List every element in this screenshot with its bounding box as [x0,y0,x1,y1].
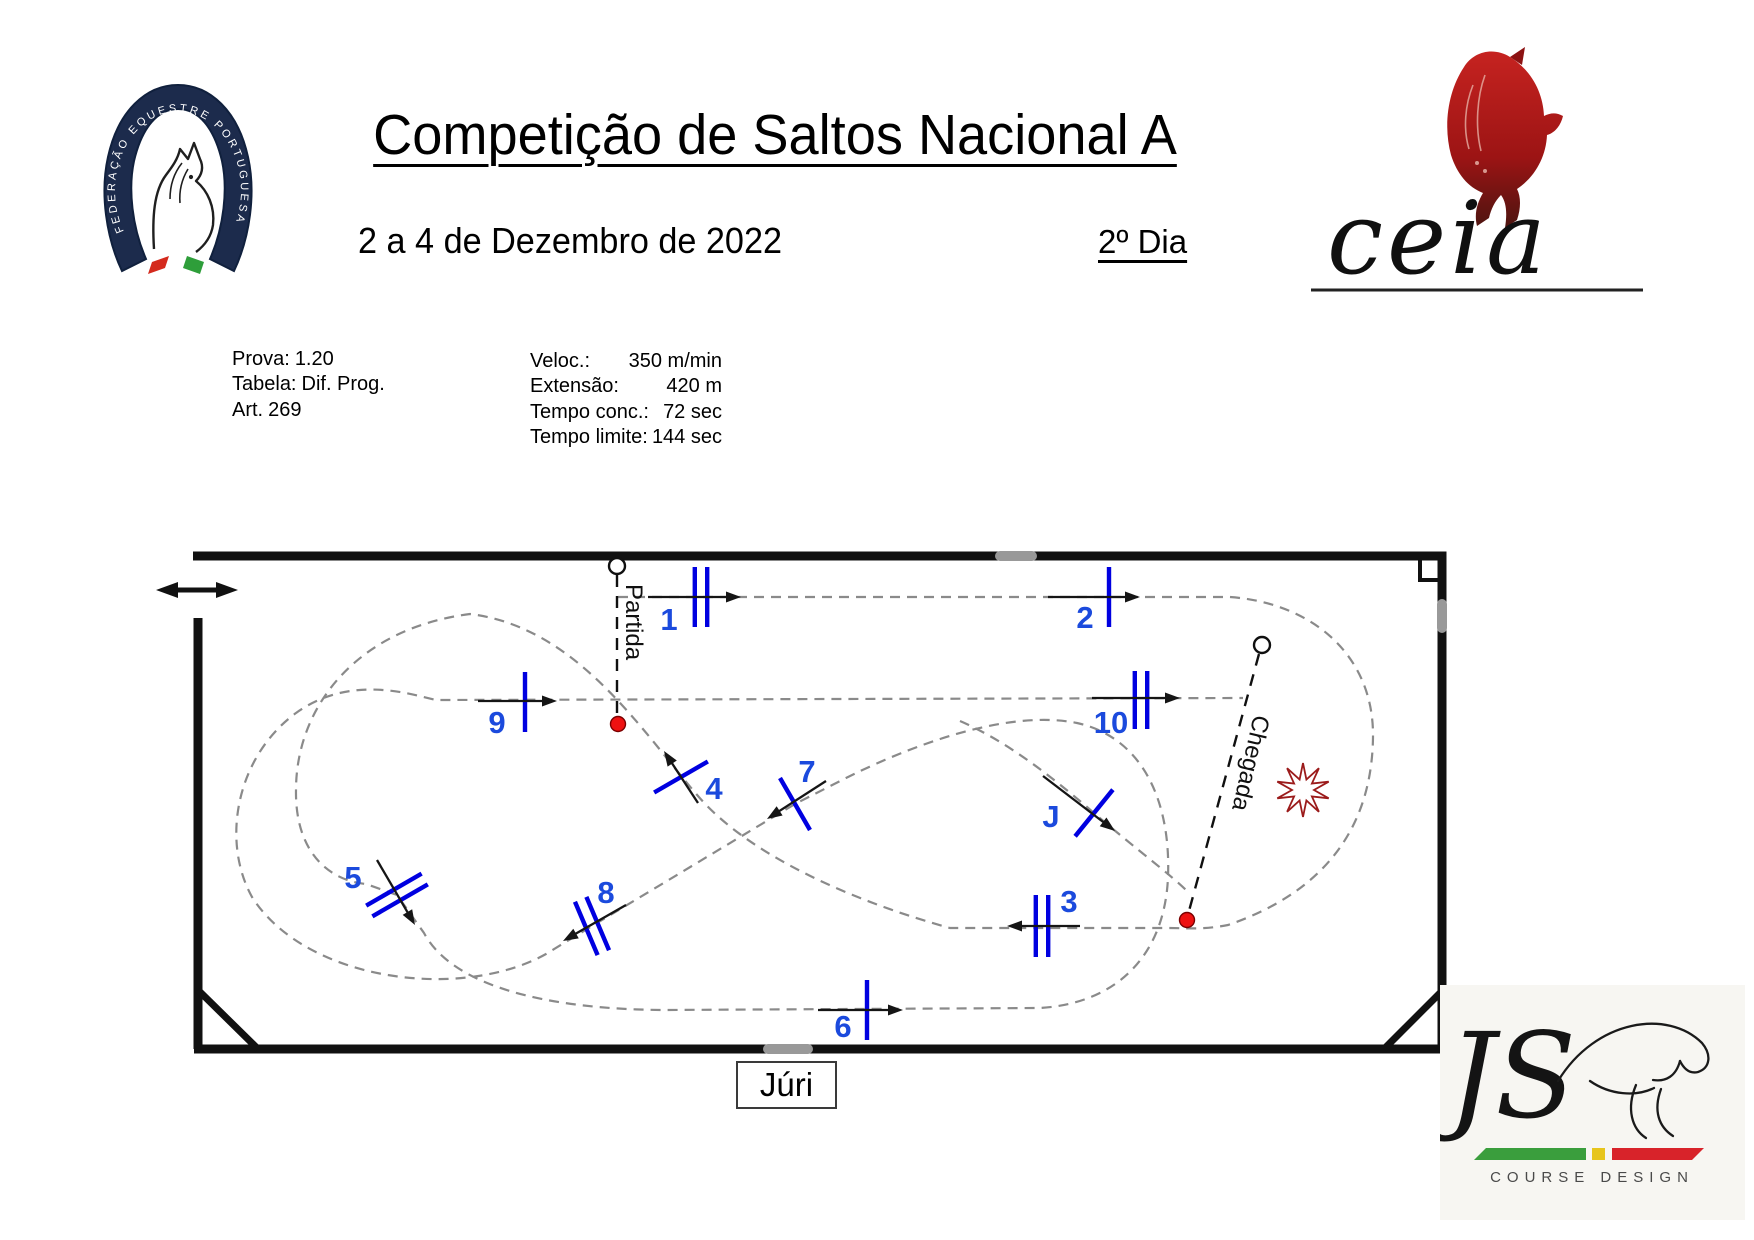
js-logo-text: JS [1440,1007,1576,1145]
corner-brace-bottom-left [195,987,261,1052]
jump-4: 4 [653,751,723,806]
info-row: Prova: 1.20 [232,348,334,370]
info-row: Veloc.: 350 m/min [530,350,722,372]
jump-8: 8 [563,875,627,956]
jump-9: 9 [478,672,557,740]
jump-5: 5 [344,859,429,925]
jump-arrowhead-icon [664,751,677,767]
jump-number-label: 5 [344,860,361,895]
arena-wall [193,551,1447,1054]
jump-rail [1073,788,1115,838]
fep-horse-mane [169,162,189,204]
jury-box: Júri [736,1061,837,1109]
jump-number-label: 7 [798,754,815,789]
jump-3: 3 [1007,884,1080,957]
finish-line: Chegada [1178,635,1274,929]
finish-marker-circle [1252,635,1272,655]
jump-2: 2 [1048,567,1140,635]
jump-number-label: J [1042,799,1059,834]
jump-number-label: 10 [1094,705,1128,740]
js-course-design-logo: JS COURSE DESIGN [1440,985,1745,1220]
jump-number-label: 8 [597,875,614,910]
fep-flag-red [148,256,169,274]
corner-notch [1418,558,1442,582]
info-row: Extensão: 420 m [530,375,722,398]
info-row: Tempo limite: 144 sec [530,426,722,449]
finish-label: Chegada [1226,713,1274,815]
event-date: 2 a 4 de Dezembro de 2022 [358,220,782,261]
course-design-caption: COURSE DESIGN [1490,1169,1694,1186]
start-label: Partida [620,584,647,661]
jump-direction-arrow [1042,775,1106,825]
jump-direction-arrow [376,859,410,915]
jump-arrowhead-icon [1165,692,1180,704]
jumps-layer: 1 2 3 4 5 6 7 8 9 10 J [344,567,1180,1044]
jump-number-label: 2 [1076,600,1093,635]
jump-arrowhead-icon [1125,591,1140,603]
fep-logo: FEDERAÇÃO EQUESTRE PORTUGUESA [103,83,253,274]
js-horse-icon [1556,1022,1710,1140]
jump-arrowhead-icon [888,1004,903,1016]
jump-1: 1 [648,567,741,637]
jump-6: 6 [818,980,903,1044]
info-row: Tempo conc.: 72 sec [530,400,722,423]
wall-marker-jury-gate [763,1044,813,1054]
start-line: Partida [607,556,647,733]
jump-arrowhead-icon [402,909,415,925]
jump-direction-arrow [777,780,827,813]
jump-arrowhead-icon [563,928,579,941]
corner-brace-bottom-right [1381,988,1445,1052]
jump-rail [584,896,612,952]
jump-number-label: 6 [834,1009,851,1044]
start-timing-dot [609,715,627,733]
jury-label: Júri [759,1066,814,1103]
star-decoration-icon [1276,762,1330,818]
jump-10: 10 [1092,671,1180,740]
page-title: Competição de Saltos Nacional A [373,103,1177,167]
jump-number-label: 1 [660,602,677,637]
jump-number-label: 4 [705,771,723,806]
info-block-left: Prova: 1.20 Tabela: Dif. Prog. Art. 269 [232,347,385,423]
course-track-path [959,719,1188,892]
js-bar-green [1474,1148,1586,1160]
fep-horse-eye [188,174,194,180]
fep-flag-green [183,256,204,274]
jump-rail [778,776,812,832]
jump-direction-arrow [670,761,699,804]
jump-number-label: 9 [488,705,505,740]
js-logo-background [1440,985,1745,1220]
jump-arrowhead-icon [1099,817,1115,831]
event-day: 2º Dia [1098,223,1188,260]
js-bar-yellow [1592,1148,1605,1160]
info-row: Art. 269 [232,398,302,421]
ceia-horse-icon [1447,47,1563,229]
info-row: Tabela: Dif. Prog. [232,373,385,396]
fep-horse-head-icon [152,141,215,253]
start-marker-circle [607,556,627,576]
fep-horseshoe [103,83,253,273]
jump-7: 7 [767,754,827,832]
wall-marker-right [1437,599,1447,633]
jump-arrowhead-icon [767,806,783,819]
jump-arrowhead-icon [726,591,741,603]
jump-J: J [1042,775,1115,838]
ceia-logo-text: ceia [1327,180,1550,297]
jump-direction-arrow [573,904,627,936]
track-layer [235,595,1375,1012]
jump-number-label: 3 [1060,884,1077,919]
jump-arrowhead-icon [1007,920,1022,932]
entrance-arrow-icon [156,582,238,598]
js-bar-red [1612,1148,1704,1160]
jump-arrowhead-icon [542,695,557,707]
wall-marker-top [995,551,1037,561]
finish-timing-dot [1178,911,1196,929]
info-block-right: Veloc.: 350 m/min Extensão: 420 m Tempo co… [530,349,722,451]
ceia-logo: ceia [1311,47,1643,297]
course-track-path [235,595,1375,1012]
